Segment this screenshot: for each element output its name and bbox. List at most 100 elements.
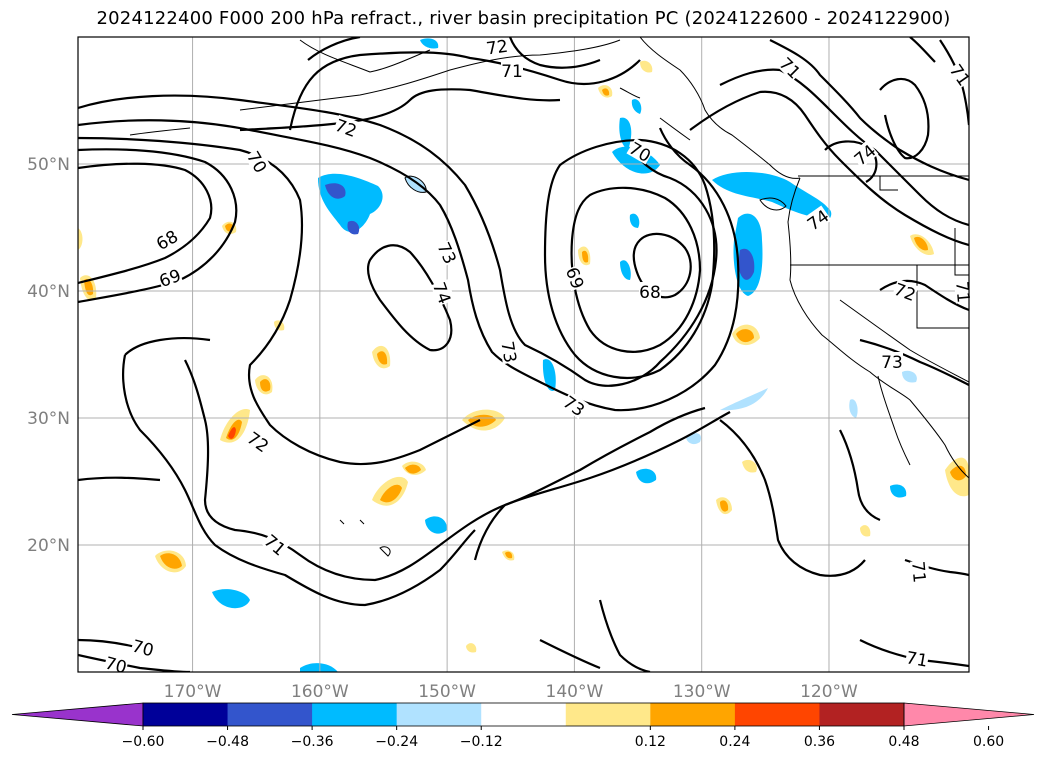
lon-tick-label: 150°W: [418, 682, 476, 702]
contour-label: 71: [775, 54, 804, 83]
contour-label-bg: [499, 339, 521, 365]
contour-label: 72: [332, 116, 359, 142]
colorbar-segment: [734, 703, 820, 726]
lat-tick-label: 20°N: [27, 536, 70, 556]
shade-patch: [228, 427, 236, 439]
contour-label-bg: [639, 282, 661, 300]
refractivity-contours: [78, 37, 969, 672]
shade-patch: [466, 643, 477, 653]
contour-label-bg: [850, 140, 879, 169]
colorbar-segment: [143, 703, 229, 726]
shade-patch: [631, 99, 642, 114]
shade-patch: [420, 38, 439, 49]
contour-label-bg: [501, 61, 523, 79]
colorbar-tick-label: −0.24: [375, 734, 418, 750]
shade-patch: [849, 399, 858, 418]
contour-label-bg: [484, 35, 510, 57]
contour-label-bg: [103, 652, 130, 676]
shade-patch: [950, 465, 966, 481]
colorbar-tick-label: 0.24: [719, 734, 750, 750]
contour-label: 73: [432, 239, 459, 267]
contour-label: 68: [639, 283, 661, 303]
contour-label: 73: [881, 353, 903, 373]
shade-patch: [742, 459, 757, 473]
lon-tick-label: 170°W: [164, 682, 222, 702]
contour-label-bg: [152, 225, 181, 253]
colorbar-tick-label: 0.36: [804, 734, 835, 750]
shade-patch: [712, 171, 831, 219]
shade-patch: [914, 236, 928, 251]
shade-patch: [619, 117, 632, 150]
shade-patch: [636, 468, 657, 484]
shade-patch: [380, 484, 402, 503]
shade-patch: [620, 260, 631, 280]
colorbar-tick-label: 0.48: [888, 734, 919, 750]
shade-patch: [78, 228, 83, 250]
contour-label-bg: [891, 278, 919, 304]
shade-patch: [640, 60, 653, 73]
contour-label-bg: [332, 114, 360, 140]
contour-label-bg: [904, 647, 930, 669]
shade-patch: [902, 370, 917, 383]
contour-label: 71: [904, 648, 929, 671]
contour-label-bg: [244, 427, 273, 455]
shade-patch: [260, 379, 271, 392]
shade-patch: [405, 464, 421, 474]
shade-patch: [890, 484, 907, 498]
shade-patch: [736, 329, 754, 343]
axis-tick-labels: 20°N 30°N 40°N 50°N 170°W 160°W 150°W 140°W 130°…: [27, 155, 858, 702]
colorbar-segment: [819, 703, 905, 726]
shade-patch: [325, 183, 346, 199]
colorbar-segment: [312, 703, 398, 726]
contour-label-bg: [430, 279, 456, 307]
graticule: [78, 37, 969, 672]
lon-tick-label: 140°W: [546, 682, 604, 702]
lon-tick-label: 130°W: [673, 682, 731, 702]
contour-label-bg: [910, 560, 930, 584]
contour-label: 70: [130, 637, 156, 662]
contour-label-bg: [261, 530, 290, 559]
colorbar-segment: [565, 703, 651, 726]
contour-label-bg: [563, 264, 589, 292]
shade-patch: [720, 388, 768, 411]
colorbar-tick-label: 0.60: [973, 734, 1004, 750]
colorbar: −0.60 −0.48 −0.36 −0.24 −0.12 0.12 0.24 0.36 0.4…: [11, 702, 1035, 750]
colorbar-segment: [481, 703, 567, 726]
contour-label: 69: [157, 266, 184, 292]
shade-patch: [629, 213, 640, 228]
shade-patch: [505, 551, 513, 559]
colorbar-extend-min: [11, 702, 144, 727]
colorbar-tick-label: −0.12: [460, 734, 503, 750]
coastlines: [129, 37, 969, 557]
shade-patch: [860, 525, 871, 537]
shade-patch: [405, 176, 427, 193]
contour-label-bg: [130, 635, 157, 659]
shade-patch: [425, 516, 448, 534]
contour-label-bg: [776, 53, 805, 82]
contour-label: 71: [907, 560, 929, 583]
contour-label-bg: [156, 264, 184, 290]
lon-tick-label: 160°W: [291, 682, 349, 702]
contour-label-bg: [881, 352, 903, 370]
contour-label: 69: [561, 265, 587, 292]
chart-title: 2024122400 F000 200 hPa refract., river …: [96, 8, 951, 29]
colorbar-extend-max: [903, 702, 1035, 727]
contour-label-bg: [435, 238, 461, 267]
shade-patch: [300, 663, 338, 672]
lat-tick-label: 40°N: [27, 282, 70, 302]
shade-patch: [347, 220, 360, 235]
colorbar-segment: [650, 703, 736, 726]
colorbar-segment: [227, 703, 313, 726]
contour-label-bg: [244, 147, 272, 176]
contour-label: 71: [951, 280, 973, 303]
contour-label: 73: [496, 340, 519, 365]
colorbar-outline: [142, 702, 905, 727]
contour-label: 72: [243, 428, 272, 457]
lat-tick-label: 50°N: [27, 155, 70, 175]
colorbar-tick-label: 0.12: [635, 734, 666, 750]
contour-label: 73: [559, 392, 588, 421]
colorbar-tick-label: −0.48: [206, 734, 249, 750]
colorbar-tick-label: −0.36: [291, 734, 334, 750]
